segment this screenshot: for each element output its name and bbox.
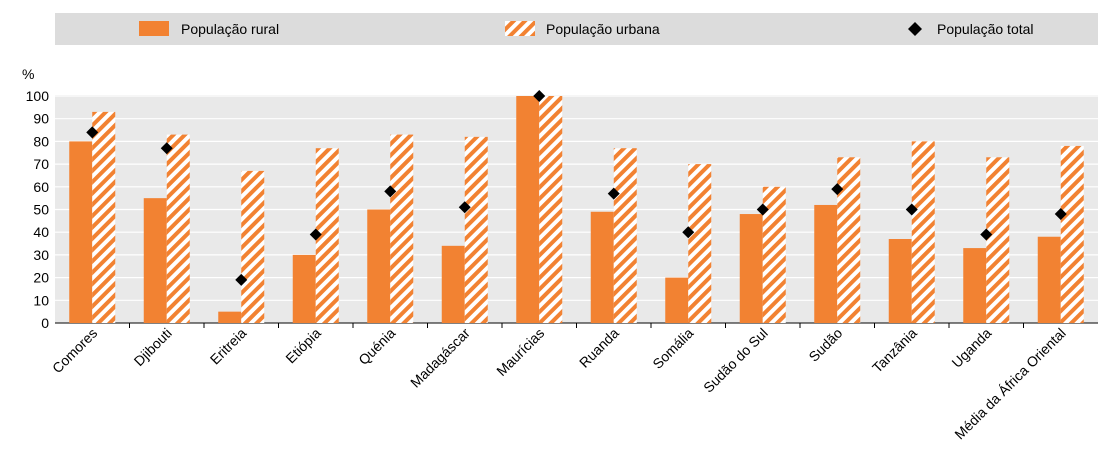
y-tick-label: 60 bbox=[33, 179, 49, 195]
marker-total bbox=[309, 228, 322, 241]
bar-urbana bbox=[688, 164, 712, 323]
markers bbox=[86, 90, 1067, 286]
marker-total bbox=[458, 201, 471, 214]
x-tick-label: Sudão bbox=[805, 325, 845, 365]
marker-total bbox=[607, 187, 620, 200]
bar-rural bbox=[516, 96, 540, 323]
bar-rural bbox=[367, 209, 391, 323]
legend: População rural População urbana Populaç… bbox=[139, 21, 1034, 37]
marker-total bbox=[86, 126, 99, 139]
bar-urbana bbox=[464, 136, 488, 323]
x-tick-label: Eritreia bbox=[207, 325, 250, 368]
x-tick-label: Ruanda bbox=[576, 325, 622, 371]
y-tick-label: 100 bbox=[26, 88, 50, 104]
bar-urbana bbox=[1060, 145, 1084, 323]
marker-total bbox=[235, 273, 248, 286]
legend-marker-total-icon bbox=[908, 22, 922, 36]
bar-rural bbox=[963, 248, 987, 323]
marker-total bbox=[905, 203, 918, 216]
y-tick-label: 90 bbox=[33, 111, 49, 127]
y-tick-label: 0 bbox=[41, 315, 49, 331]
marker-total bbox=[384, 185, 397, 198]
marker-total bbox=[831, 183, 844, 196]
bar-rural bbox=[739, 214, 763, 323]
y-tick-label: 30 bbox=[33, 247, 49, 263]
x-tick-label: Sudão do Sul bbox=[700, 325, 771, 396]
bar-urbana bbox=[166, 134, 190, 323]
bar-rural bbox=[441, 245, 465, 323]
bar-rural bbox=[590, 211, 614, 323]
legend-swatch-rural bbox=[139, 21, 169, 36]
x-tick-label: Quénia bbox=[355, 325, 398, 368]
bar-rural bbox=[218, 311, 242, 323]
x-tick-label: Madagáscar bbox=[407, 325, 473, 391]
x-tick-label: Djibouti bbox=[131, 325, 175, 369]
marker-total bbox=[682, 226, 695, 239]
x-axis: Comores Djibouti Eritreia Etiópia Quénia Mada… bbox=[49, 323, 1069, 442]
x-tick-label: Uganda bbox=[948, 325, 994, 371]
bar-urbana bbox=[911, 141, 935, 323]
y-tick-label: 50 bbox=[33, 202, 49, 218]
bar-urbana bbox=[986, 157, 1010, 323]
x-tick-label: Comores bbox=[49, 325, 100, 376]
bar-rural bbox=[143, 198, 167, 323]
bar-urbana bbox=[613, 148, 637, 323]
legend-label-urbana: População urbana bbox=[546, 21, 660, 37]
y-axis-unit-label: % bbox=[22, 66, 34, 82]
marker-total bbox=[160, 142, 173, 155]
x-tick-label: Tanzânia bbox=[869, 325, 920, 376]
bar-rural bbox=[69, 141, 93, 323]
bar-urbana bbox=[241, 170, 265, 323]
bars bbox=[69, 96, 1084, 323]
x-tick-label: Somália bbox=[649, 325, 696, 372]
bar-rural bbox=[888, 239, 912, 323]
y-tick-label: 80 bbox=[33, 133, 49, 149]
y-axis: 0 10 20 30 40 50 60 70 80 90 100 bbox=[26, 88, 50, 331]
legend-label-total: População total bbox=[937, 21, 1034, 37]
y-tick-label: 10 bbox=[33, 292, 49, 308]
bar-rural bbox=[665, 277, 689, 323]
bar-urbana bbox=[92, 111, 116, 323]
legend-swatch-urbana bbox=[505, 21, 535, 36]
marker-total bbox=[756, 203, 769, 216]
bar-urbana bbox=[762, 186, 786, 323]
bar-rural bbox=[292, 254, 316, 323]
bar-urbana bbox=[539, 96, 563, 323]
bar-rural bbox=[814, 204, 838, 323]
y-tick-label: 40 bbox=[33, 224, 49, 240]
legend-background bbox=[55, 13, 1098, 45]
marker-total bbox=[533, 90, 546, 102]
x-tick-label: Maurícias bbox=[493, 325, 547, 379]
bar-rural bbox=[1037, 236, 1061, 323]
y-tick-label: 20 bbox=[33, 270, 49, 286]
x-tick-label: Etiópia bbox=[282, 325, 324, 367]
bar-urbana bbox=[837, 157, 861, 323]
legend-label-rural: População rural bbox=[181, 21, 279, 37]
y-tick-label: 70 bbox=[33, 156, 49, 172]
marker-total bbox=[980, 228, 993, 241]
marker-total bbox=[1054, 208, 1067, 221]
bar-urbana bbox=[315, 148, 339, 323]
bar-urbana bbox=[390, 134, 414, 323]
